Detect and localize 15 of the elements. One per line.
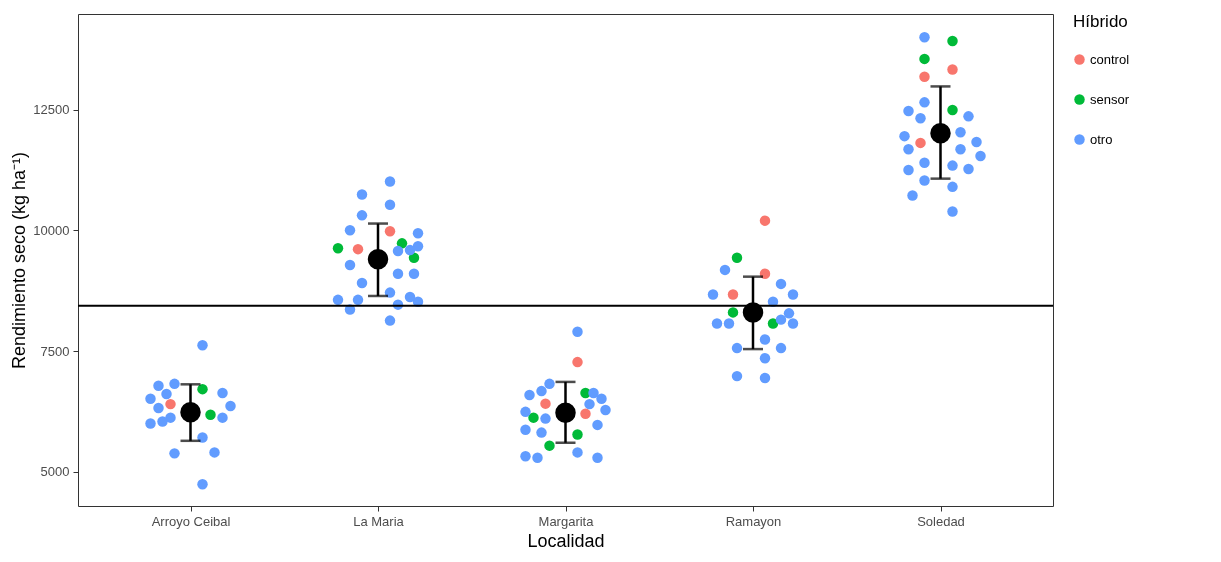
x-axis-title: Localidad (527, 530, 605, 551)
y-tick-label: 7500 (40, 343, 70, 359)
y-tick-label: 10000 (33, 222, 70, 238)
legend-label: otro (1090, 131, 1113, 147)
x-tick-label: Ramayon (725, 513, 782, 529)
x-tick-label: Arroyo Ceibal (151, 513, 231, 529)
x-tick-label: Margarita (538, 513, 595, 529)
y-tick-label: 5000 (40, 464, 70, 480)
legend-label: control (1090, 51, 1130, 67)
legend-label: sensor (1090, 91, 1130, 107)
x-tick-label: La Maria (353, 513, 405, 529)
y-axis-title: Rendimiento seco (kg ha⁻¹) (9, 151, 30, 370)
legend-title: Híbrido (1073, 12, 1128, 31)
y-tick-label: 12500 (33, 102, 70, 118)
x-tick-label: Soledad (917, 513, 965, 529)
